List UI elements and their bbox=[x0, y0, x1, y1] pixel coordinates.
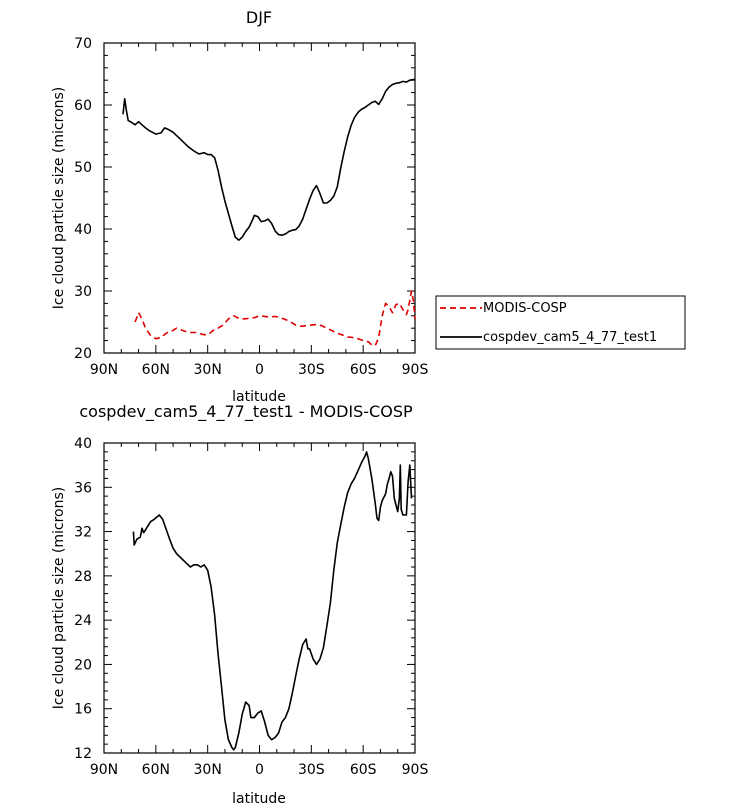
legend: MODIS-COSP cospdev_cam5_4_77_test1 bbox=[435, 295, 686, 350]
djf-y-tick-labels: 20 30 40 50 60 70 bbox=[74, 36, 92, 362]
x-tick-label: 30N bbox=[194, 362, 222, 378]
y-tick-label: 40 bbox=[74, 436, 92, 452]
difference-series-line bbox=[132, 451, 413, 751]
modis-cosp-series-line bbox=[134, 290, 416, 347]
djf-y-axis-label: Ice cloud particle size (microns) bbox=[51, 87, 67, 309]
y-tick-label: 20 bbox=[74, 346, 92, 362]
y-tick-label: 70 bbox=[74, 36, 92, 52]
y-tick-label: 30 bbox=[74, 284, 92, 300]
difference-y-axis-label: Ice cloud particle size (microns) bbox=[51, 487, 67, 709]
djf-tick-marks bbox=[103, 42, 416, 354]
y-tick-label: 28 bbox=[74, 569, 92, 585]
x-tick-label: 60S bbox=[350, 762, 377, 778]
legend-label-modis-cosp: MODIS-COSP bbox=[483, 301, 567, 316]
difference-series-group bbox=[132, 451, 413, 751]
djf-plot-frame bbox=[103, 42, 416, 354]
difference-x-axis-label: latitude bbox=[232, 791, 286, 807]
x-tick-label: 60N bbox=[142, 362, 170, 378]
y-tick-label: 36 bbox=[74, 480, 92, 496]
cospdev-cam5-4-77-test1-series-line bbox=[122, 78, 415, 241]
y-tick-label: 32 bbox=[74, 525, 92, 541]
y-tick-label: 24 bbox=[74, 613, 92, 629]
difference-tick-marks bbox=[103, 442, 416, 754]
legend-label-cospdev: cospdev_cam5_4_77_test1 bbox=[483, 330, 657, 345]
difference-x-tick-labels: 90N 60N 30N 0 30S 60S 90S bbox=[90, 762, 429, 778]
djf-chart-title: DJF bbox=[246, 8, 272, 27]
y-tick-label: 16 bbox=[74, 702, 92, 718]
x-tick-label: 0 bbox=[255, 362, 264, 378]
x-tick-label: 90N bbox=[90, 762, 118, 778]
djf-chart: DJF 90N 60N 30N 0 30S 60S 90S 20 30 40 50 60 70 lat… bbox=[51, 8, 686, 405]
difference-chart-title: cospdev_cam5_4_77_test1 - MODIS-COSP bbox=[79, 402, 413, 422]
difference-y-tick-labels: 12 16 20 24 28 32 36 40 bbox=[74, 436, 92, 762]
djf-x-tick-labels: 90N 60N 30N 0 30S 60S 90S bbox=[90, 362, 429, 378]
x-tick-label: 30N bbox=[194, 762, 222, 778]
legend-box bbox=[435, 295, 686, 350]
x-tick-label: 90S bbox=[402, 762, 429, 778]
x-tick-label: 0 bbox=[255, 762, 264, 778]
x-tick-label: 60N bbox=[142, 762, 170, 778]
djf-series-group bbox=[122, 78, 416, 347]
difference-chart: cospdev_cam5_4_77_test1 - MODIS-COSP 90N… bbox=[51, 402, 428, 807]
y-tick-label: 50 bbox=[74, 160, 92, 176]
x-tick-label: 30S bbox=[298, 762, 325, 778]
djf-x-axis-label: latitude bbox=[232, 389, 286, 405]
x-tick-label: 90N bbox=[90, 362, 118, 378]
x-tick-label: 30S bbox=[298, 362, 325, 378]
y-tick-label: 60 bbox=[74, 98, 92, 114]
y-tick-label: 20 bbox=[74, 657, 92, 673]
y-tick-label: 12 bbox=[74, 746, 92, 762]
x-tick-label: 60S bbox=[350, 362, 377, 378]
difference-plot-frame bbox=[103, 442, 416, 754]
x-tick-label: 90S bbox=[402, 362, 429, 378]
y-tick-label: 40 bbox=[74, 222, 92, 238]
